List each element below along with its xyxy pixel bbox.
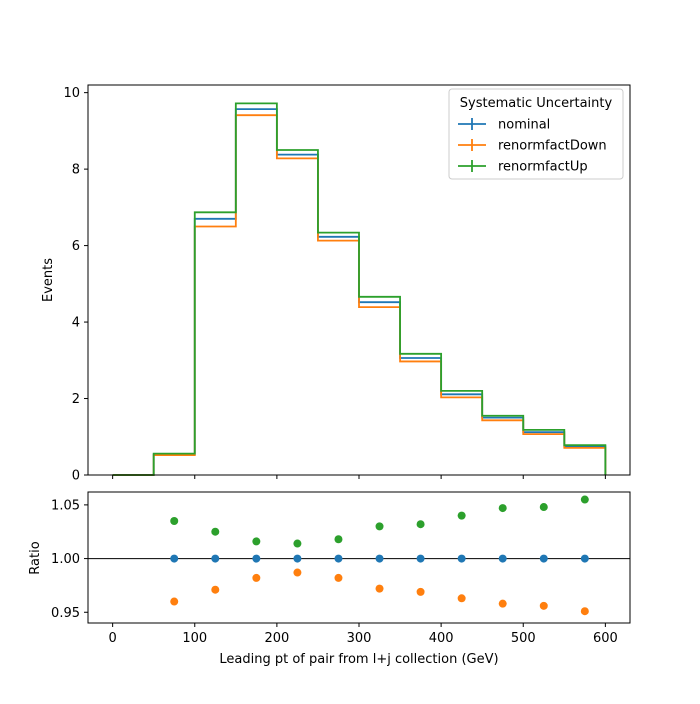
ratio-point	[580, 554, 589, 563]
main-y-tick-label: 4	[72, 316, 80, 331]
legend-box	[448, 88, 624, 180]
histogram-steps	[112, 102, 607, 476]
x-tick-label: 300	[347, 631, 372, 646]
ratio-y-ticks: 0.95 1.00 1.05	[51, 498, 88, 621]
legend-entry-renormfactUp: renormfactUp	[458, 160, 588, 175]
ratio-point	[293, 554, 302, 563]
histogram-series-renormfactUp	[112, 102, 607, 476]
ratio-x-ticks: 0 100 200 300 400 500 600	[108, 623, 618, 646]
legend-entry-nominal: nominal	[458, 118, 550, 133]
ratio-series-renormfactUp	[170, 495, 589, 548]
x-tick-label: 500	[511, 631, 536, 646]
ratio-point	[211, 554, 220, 563]
ratio-point	[211, 585, 220, 594]
ratio-point	[457, 511, 466, 520]
main-y-tick-label: 2	[72, 392, 80, 407]
ratio-point	[252, 573, 261, 582]
ratio-point	[457, 554, 466, 563]
ratio-series-nominal	[170, 554, 589, 563]
x-tick-label: 100	[182, 631, 207, 646]
ratio-point	[539, 503, 548, 512]
legend-entry-renormfactDown: renormfactDown	[458, 139, 607, 154]
ratio-panel: 0 100 200 300 400 500 600 0.95 1.00 1.05 Ratio L…	[28, 491, 631, 667]
legend-label: nominal	[498, 118, 550, 133]
legend-label: renormfactDown	[498, 139, 607, 154]
ratio-points	[88, 495, 630, 616]
x-tick-label: 600	[593, 631, 618, 646]
ratio-point	[580, 607, 589, 616]
ratio-point	[252, 537, 261, 546]
ratio-point	[375, 522, 384, 531]
ratio-point	[416, 554, 425, 563]
ratio-y-tick-label: 1.05	[51, 498, 80, 513]
ratio-point	[375, 584, 384, 593]
ratio-point	[334, 573, 343, 582]
main-y-tick-label: 6	[72, 239, 80, 254]
ratio-point	[580, 495, 589, 504]
legend-entries: nominal renormfactDown renormfactUp	[458, 118, 607, 175]
ratio-point	[170, 597, 179, 606]
ratio-point	[539, 601, 548, 610]
x-tick-label: 400	[429, 631, 454, 646]
ratio-point	[457, 594, 466, 603]
ratio-point	[416, 587, 425, 596]
ratio-point	[498, 554, 507, 563]
ratio-point	[170, 516, 179, 525]
ratio-point	[293, 539, 302, 548]
main-histogram-panel: 0 2 4 6 8 10 Events Systematic Uncertainty no…	[41, 84, 631, 484]
ratio-y-axis-label: Ratio	[28, 541, 43, 574]
main-y-ticks: 0 2 4 6 8 10	[63, 86, 88, 484]
ratio-y-tick-label: 1.00	[51, 552, 80, 567]
ratio-point	[252, 554, 261, 563]
x-tick-label: 0	[108, 631, 116, 646]
ratio-point	[416, 520, 425, 529]
legend-label: renormfactUp	[498, 160, 588, 175]
main-y-axis-label: Events	[41, 258, 56, 302]
main-y-tick-label: 0	[72, 469, 80, 484]
ratio-point	[539, 554, 548, 563]
ratio-point	[334, 535, 343, 544]
ratio-point	[498, 599, 507, 608]
main-y-tick-label: 10	[63, 86, 80, 101]
x-tick-label: 200	[264, 631, 289, 646]
ratio-point	[293, 568, 302, 577]
ratio-y-tick-label: 0.95	[51, 606, 80, 621]
x-axis-label: Leading pt of pair from l+j collection (…	[219, 652, 498, 667]
ratio-point	[170, 554, 179, 563]
legend: Systematic Uncertainty nominal renormfact…	[448, 88, 624, 180]
main-y-tick-label: 8	[72, 163, 80, 178]
ratio-point	[375, 554, 384, 563]
ratio-point	[498, 504, 507, 513]
ratio-series-renormfactDown	[170, 568, 589, 616]
ratio-point	[334, 554, 343, 563]
ratio-point	[211, 527, 220, 536]
legend-title: Systematic Uncertainty	[460, 96, 613, 111]
main-x-ticks	[112, 475, 606, 479]
